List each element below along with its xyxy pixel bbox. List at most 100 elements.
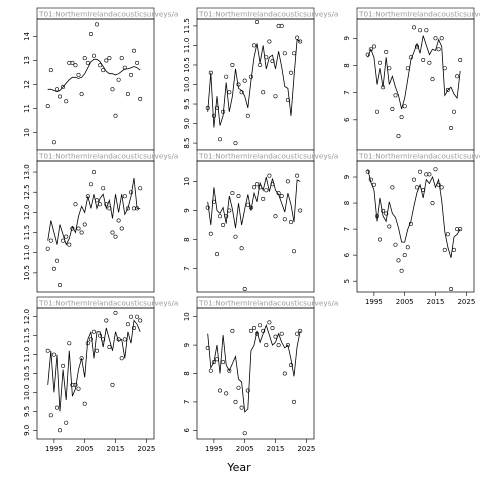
data-point [82, 56, 87, 61]
data-point [408, 221, 413, 226]
panel-strip-label: T01:NorthernIrelandacousticsurveys/a [38, 152, 178, 161]
data-point [258, 323, 263, 328]
data-point [445, 232, 450, 237]
data-point [285, 98, 290, 103]
y-tick-label: 10.0 [23, 385, 31, 401]
y-tick-label: 9.0 [183, 118, 191, 129]
data-point [129, 72, 134, 77]
data-point [116, 77, 121, 82]
data-point [285, 179, 290, 184]
x-tick-label: 2015 [427, 298, 445, 306]
data-point [205, 205, 210, 210]
y-tick-label: 8 [183, 371, 191, 375]
y-tick-label: 7 [183, 266, 191, 270]
data-point [402, 104, 407, 109]
data-point [387, 224, 392, 229]
data-point [295, 331, 300, 336]
y-tick-label: 12.5 [23, 184, 31, 200]
data-point [239, 90, 244, 95]
data-point [51, 352, 56, 357]
y-tick-label: 9 [343, 175, 351, 179]
data-point [252, 325, 257, 330]
y-tick-label: 9.5 [183, 98, 191, 109]
series-line [207, 38, 301, 128]
data-point [92, 170, 97, 175]
y-tick-label: 10.5 [23, 265, 31, 281]
data-point [233, 141, 238, 146]
data-point [73, 202, 78, 207]
data-point [45, 246, 50, 251]
data-point [239, 405, 244, 410]
data-point [224, 214, 229, 219]
data-point [368, 47, 373, 52]
series-line [47, 58, 141, 93]
x-axis-label: Year [226, 461, 251, 474]
y-tick-label: 8.5 [183, 138, 191, 149]
data-point [110, 230, 115, 235]
data-point [408, 55, 413, 60]
data-point [285, 343, 290, 348]
data-point [104, 58, 109, 63]
data-point [270, 182, 275, 187]
data-point [48, 413, 53, 418]
data-point [215, 105, 220, 110]
data-point [298, 39, 303, 44]
data-point [399, 115, 404, 120]
data-point [424, 28, 429, 33]
data-point [101, 68, 106, 73]
panel-frame [356, 18, 475, 151]
data-point [239, 246, 244, 251]
data-point [298, 208, 303, 213]
x-tick-label: 2025 [457, 298, 475, 306]
x-tick-label: 2015 [267, 445, 285, 453]
data-point [273, 334, 278, 339]
data-point [291, 249, 296, 254]
y-tick-label: 12.0 [23, 205, 31, 221]
data-point [276, 343, 281, 348]
y-tick-label: 11.5 [183, 18, 191, 34]
data-point [270, 325, 275, 330]
data-point [45, 348, 50, 353]
panel-3: T01:NorthernIrelandacousticsurveys/a 6 7 8 9 [343, 7, 480, 151]
data-point [104, 202, 109, 207]
panel-4: T01:NorthernIrelandacousticsurveys/a 10.5… [23, 149, 178, 293]
data-point [230, 191, 235, 196]
data-point [51, 266, 56, 271]
data-point [248, 74, 253, 79]
data-point [230, 328, 235, 333]
data-point [205, 105, 210, 110]
x-tick-label: 1995 [365, 298, 383, 306]
data-point [282, 217, 287, 222]
y-tick-label: 7 [343, 227, 351, 231]
data-point [221, 360, 226, 365]
data-point [221, 223, 226, 228]
panel-1: T01:NorthernIrelandacousticsurveys/a 10 11… [23, 7, 178, 151]
data-point [255, 331, 260, 336]
data-point [421, 188, 426, 193]
data-point [135, 60, 140, 65]
data-point [211, 360, 216, 365]
data-point [224, 74, 229, 79]
data-point [451, 247, 456, 252]
data-point [377, 237, 382, 242]
data-point [402, 253, 407, 258]
panel-frame [36, 18, 155, 151]
data-point [242, 78, 247, 83]
data-point [67, 60, 72, 65]
data-point [64, 99, 69, 104]
data-point [205, 345, 210, 350]
data-point [291, 51, 296, 56]
data-point [442, 247, 447, 252]
y-tick-label: 7 [183, 400, 191, 404]
data-point [218, 388, 223, 393]
x-tick-label: 2005 [76, 445, 94, 453]
panel-strip-label: T01:NorthernIrelandacousticsurveys/a [198, 299, 338, 308]
data-point [458, 227, 463, 232]
data-point [107, 56, 112, 61]
data-point [227, 368, 232, 373]
data-point [64, 420, 69, 425]
data-point [252, 43, 257, 48]
data-point [390, 107, 395, 112]
data-point [211, 113, 216, 118]
